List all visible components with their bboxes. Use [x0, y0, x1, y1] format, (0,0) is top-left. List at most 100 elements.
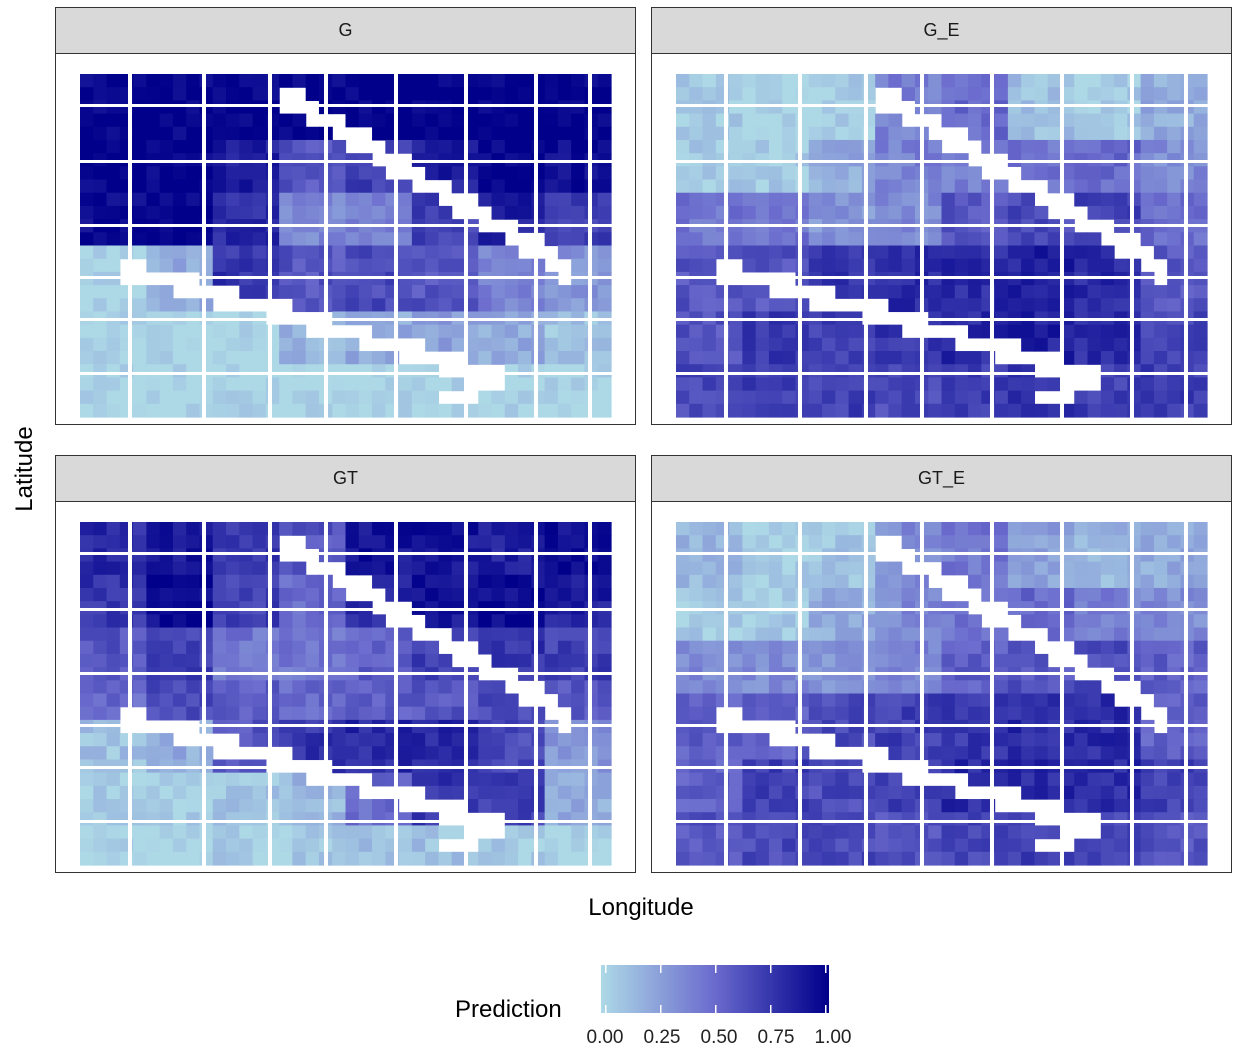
- heatmap-cell: [186, 87, 201, 101]
- heatmap-cell: [571, 377, 586, 392]
- heatmap-cell: [478, 799, 493, 813]
- heatmap-cell: [504, 640, 519, 655]
- heatmap-cell: [146, 627, 161, 642]
- heatmap-cell: [345, 100, 360, 115]
- heatmap-cell: [782, 653, 797, 668]
- heatmap-cell: [597, 785, 612, 800]
- heatmap-cell: [1167, 126, 1182, 141]
- tile-separator: [864, 72, 868, 419]
- heatmap-cell: [1087, 390, 1102, 405]
- heatmap-cell: [252, 838, 267, 853]
- heatmap-cell: [782, 87, 797, 101]
- heatmap-cell: [451, 100, 466, 115]
- heatmap-cell: [994, 733, 1009, 747]
- heatmap-cell: [133, 74, 147, 88]
- heatmap-cell: [928, 192, 943, 207]
- colorbar-segment: [803, 965, 806, 1013]
- heatmap-cell: [702, 535, 717, 549]
- heatmap-cell: [478, 838, 493, 853]
- heatmap-cell: [186, 390, 201, 405]
- heatmap-cell: [464, 285, 479, 299]
- heatmap-cell: [146, 680, 161, 695]
- heatmap-cell: [941, 733, 956, 747]
- heatmap-cell: [1100, 403, 1115, 418]
- heatmap-cell: [1100, 627, 1115, 642]
- heatmap-cell: [808, 166, 823, 181]
- heatmap-cell: [478, 680, 493, 695]
- heatmap-cell: [93, 706, 108, 721]
- heatmap-cell: [93, 640, 108, 655]
- heatmap-cell: [1047, 324, 1062, 339]
- colorbar-segment: [651, 965, 654, 1013]
- heatmap-cell: [438, 285, 453, 299]
- heatmap-cell: [425, 614, 440, 629]
- heatmap-cell: [768, 179, 783, 194]
- heatmap-cell: [1100, 838, 1115, 853]
- heatmap-cell: [279, 377, 294, 392]
- heatmap-cell: [504, 403, 519, 418]
- heatmap-cell: [292, 139, 307, 154]
- heatmap-cell: [398, 548, 413, 563]
- heatmap-cell: [901, 390, 916, 405]
- heatmap-cell: [875, 785, 890, 800]
- heatmap-cell: [875, 812, 890, 827]
- heatmap-cell: [782, 74, 797, 88]
- heatmap-cell: [597, 851, 612, 866]
- heatmap-cell: [808, 653, 823, 668]
- heatmap-cell: [186, 574, 201, 589]
- heatmap-cell: [226, 377, 240, 392]
- colorbar-segment: [611, 965, 614, 1013]
- heatmap-cell: [80, 258, 94, 273]
- heatmap-cell: [358, 614, 373, 629]
- heatmap-cell: [1007, 574, 1022, 589]
- heatmap-cell: [186, 74, 201, 88]
- heatmap-cell: [504, 653, 519, 668]
- heatmap-cell: [464, 522, 479, 536]
- heatmap-cell: [478, 640, 493, 655]
- heatmap-cell: [848, 377, 863, 392]
- heatmap-cell: [425, 785, 440, 800]
- heatmap-cell: [504, 838, 519, 853]
- heatmap-cell: [835, 166, 850, 181]
- heatmap-cell: [464, 851, 479, 866]
- heatmap-cell: [411, 548, 426, 563]
- heatmap-cell: [888, 205, 903, 220]
- heatmap-cell: [1127, 548, 1142, 563]
- heatmap-cell: [1114, 364, 1128, 379]
- heatmap-cell: [425, 535, 440, 549]
- heatmap-cell: [80, 640, 94, 655]
- panel-strip-gt-e: GT_E: [651, 455, 1232, 502]
- heatmap-cell: [1007, 377, 1022, 392]
- heatmap-cell: [702, 403, 717, 418]
- heatmap-cell: [159, 785, 174, 800]
- heatmap-cell: [159, 232, 174, 247]
- heatmap-cell: [172, 680, 187, 695]
- heatmap-cell: [451, 139, 466, 154]
- heatmap-cell: [80, 706, 94, 721]
- heatmap-cell: [478, 74, 493, 88]
- heatmap-cell: [478, 245, 493, 260]
- heatmap-cell: [93, 772, 108, 787]
- heatmap-cell: [689, 746, 704, 761]
- colorbar-segment: [751, 965, 754, 1013]
- heatmap-cell: [478, 390, 493, 405]
- heatmap-cell: [345, 298, 360, 313]
- heatmap-cell: [597, 825, 612, 840]
- heatmap-cell: [1153, 535, 1168, 549]
- heatmap-cell: [676, 574, 690, 589]
- heatmap-cell: [954, 179, 969, 194]
- heatmap-cell: [875, 324, 890, 339]
- colorbar-tick: [660, 965, 662, 973]
- heatmap-cell: [1034, 337, 1049, 352]
- heatmap-cell: [199, 232, 214, 247]
- heatmap-cell: [901, 640, 916, 655]
- heatmap-cell: [212, 364, 227, 379]
- colorbar-segment: [653, 965, 656, 1013]
- heatmap-cell: [755, 337, 770, 352]
- heatmap-cell: [159, 548, 174, 563]
- heatmap-cell: [941, 799, 956, 813]
- heatmap-cell: [265, 785, 280, 800]
- heatmap-cell: [994, 258, 1009, 273]
- heatmap-cell: [93, 205, 108, 220]
- heatmap-cell: [186, 627, 201, 642]
